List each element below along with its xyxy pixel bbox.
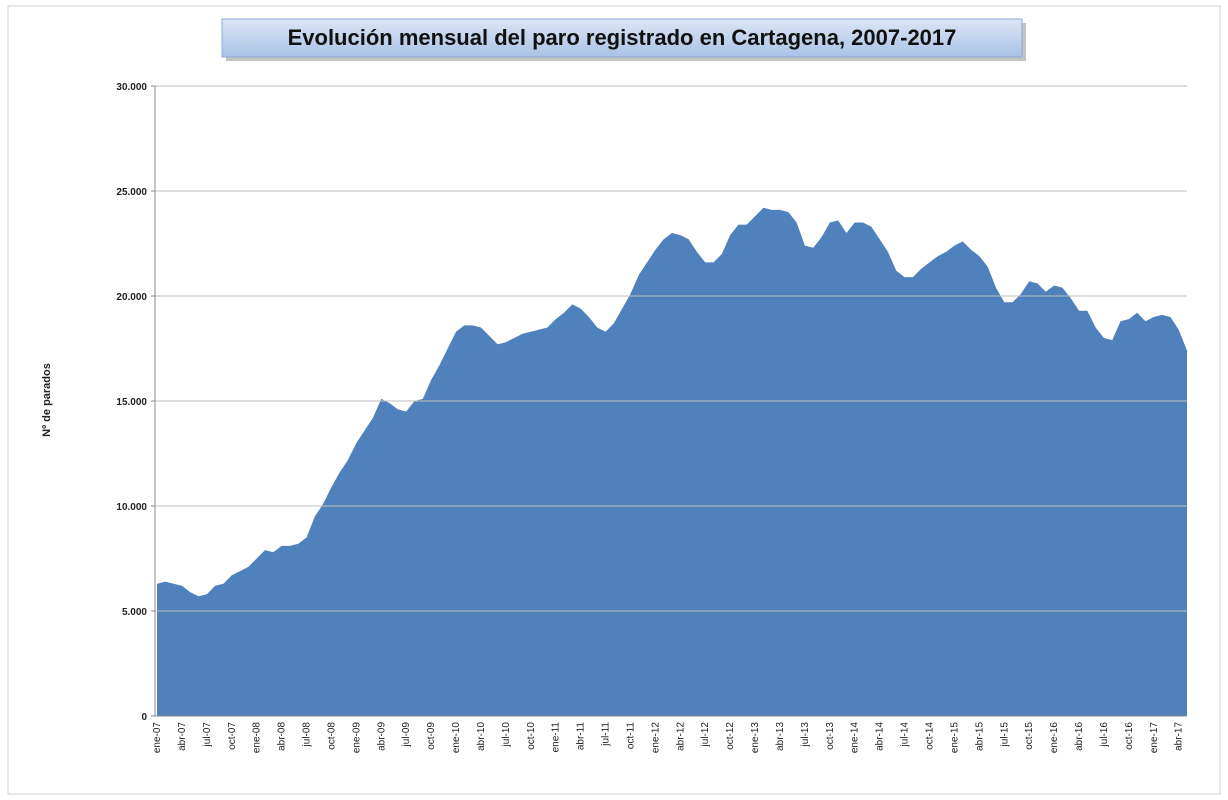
y-tick-label: 30.000 [116, 82, 147, 93]
x-tick-label: abr-07 [177, 722, 188, 751]
x-tick-label: oct-15 [1024, 722, 1035, 750]
x-tick-label: abr-10 [476, 722, 487, 751]
x-tick-label: oct-10 [526, 722, 537, 750]
x-tick-label: jul-12 [700, 722, 711, 748]
x-tick-label: abr-11 [576, 722, 587, 751]
y-tick-label: 10.000 [116, 502, 147, 513]
x-tick-label: abr-12 [675, 722, 686, 751]
x-tick-label: ene-09 [351, 722, 362, 754]
x-tick-label: abr-17 [1174, 722, 1185, 751]
x-tick-label: ene-16 [1049, 722, 1060, 754]
x-tick-label: jul-13 [800, 722, 811, 748]
x-tick-label: abr-14 [875, 722, 886, 751]
x-tick-label: oct-16 [1124, 722, 1135, 750]
x-tick-label: ene-08 [252, 722, 263, 754]
x-tick-label: abr-16 [1074, 722, 1085, 751]
x-tick-label: abr-09 [376, 722, 387, 751]
chart-title: Evolución mensual del paro registrado en… [288, 25, 957, 50]
x-tick-label: oct-11 [625, 722, 636, 749]
x-tick-label: jul-11 [601, 722, 612, 747]
y-tick-label: 20.000 [116, 292, 147, 303]
x-tick-label: oct-12 [725, 722, 736, 750]
y-tick-label: 0 [141, 712, 147, 723]
x-tick-label: jul-07 [202, 722, 213, 748]
y-tick-label: 5.000 [122, 607, 147, 618]
x-tick-label: abr-15 [974, 722, 985, 751]
x-tick-label: oct-09 [426, 722, 437, 750]
area [157, 207, 1187, 717]
x-tick-label: jul-15 [999, 722, 1010, 748]
x-tick-label: abr-13 [775, 722, 786, 751]
x-tick-label: jul-14 [900, 722, 911, 748]
y-tick-label: 15.000 [116, 397, 147, 408]
x-tick-label: jul-10 [501, 722, 512, 748]
x-tick-label: abr-08 [277, 722, 288, 751]
x-tick-label: ene-15 [949, 722, 960, 754]
x-tick-label: ene-10 [451, 722, 462, 754]
y-axis-label: Nº de parados [41, 363, 53, 437]
x-tick-label: ene-17 [1149, 722, 1160, 754]
x-tick-label: jul-16 [1099, 722, 1110, 748]
x-tick-label: ene-07 [152, 722, 163, 754]
x-tick-label: ene-12 [650, 722, 661, 754]
y-tick-label: 25.000 [116, 187, 147, 198]
x-tick-label: oct-08 [326, 722, 337, 750]
x-tick-label: ene-13 [750, 722, 761, 754]
x-tick-label: ene-11 [551, 722, 562, 753]
x-tick-label: jul-08 [302, 722, 313, 748]
x-tick-label: ene-14 [850, 722, 861, 754]
x-tick-label: oct-07 [227, 722, 238, 750]
title-box [221, 18, 1023, 58]
x-tick-label: jul-09 [401, 722, 412, 748]
x-tick-label: oct-14 [925, 722, 936, 750]
x-tick-label: oct-13 [825, 722, 836, 750]
